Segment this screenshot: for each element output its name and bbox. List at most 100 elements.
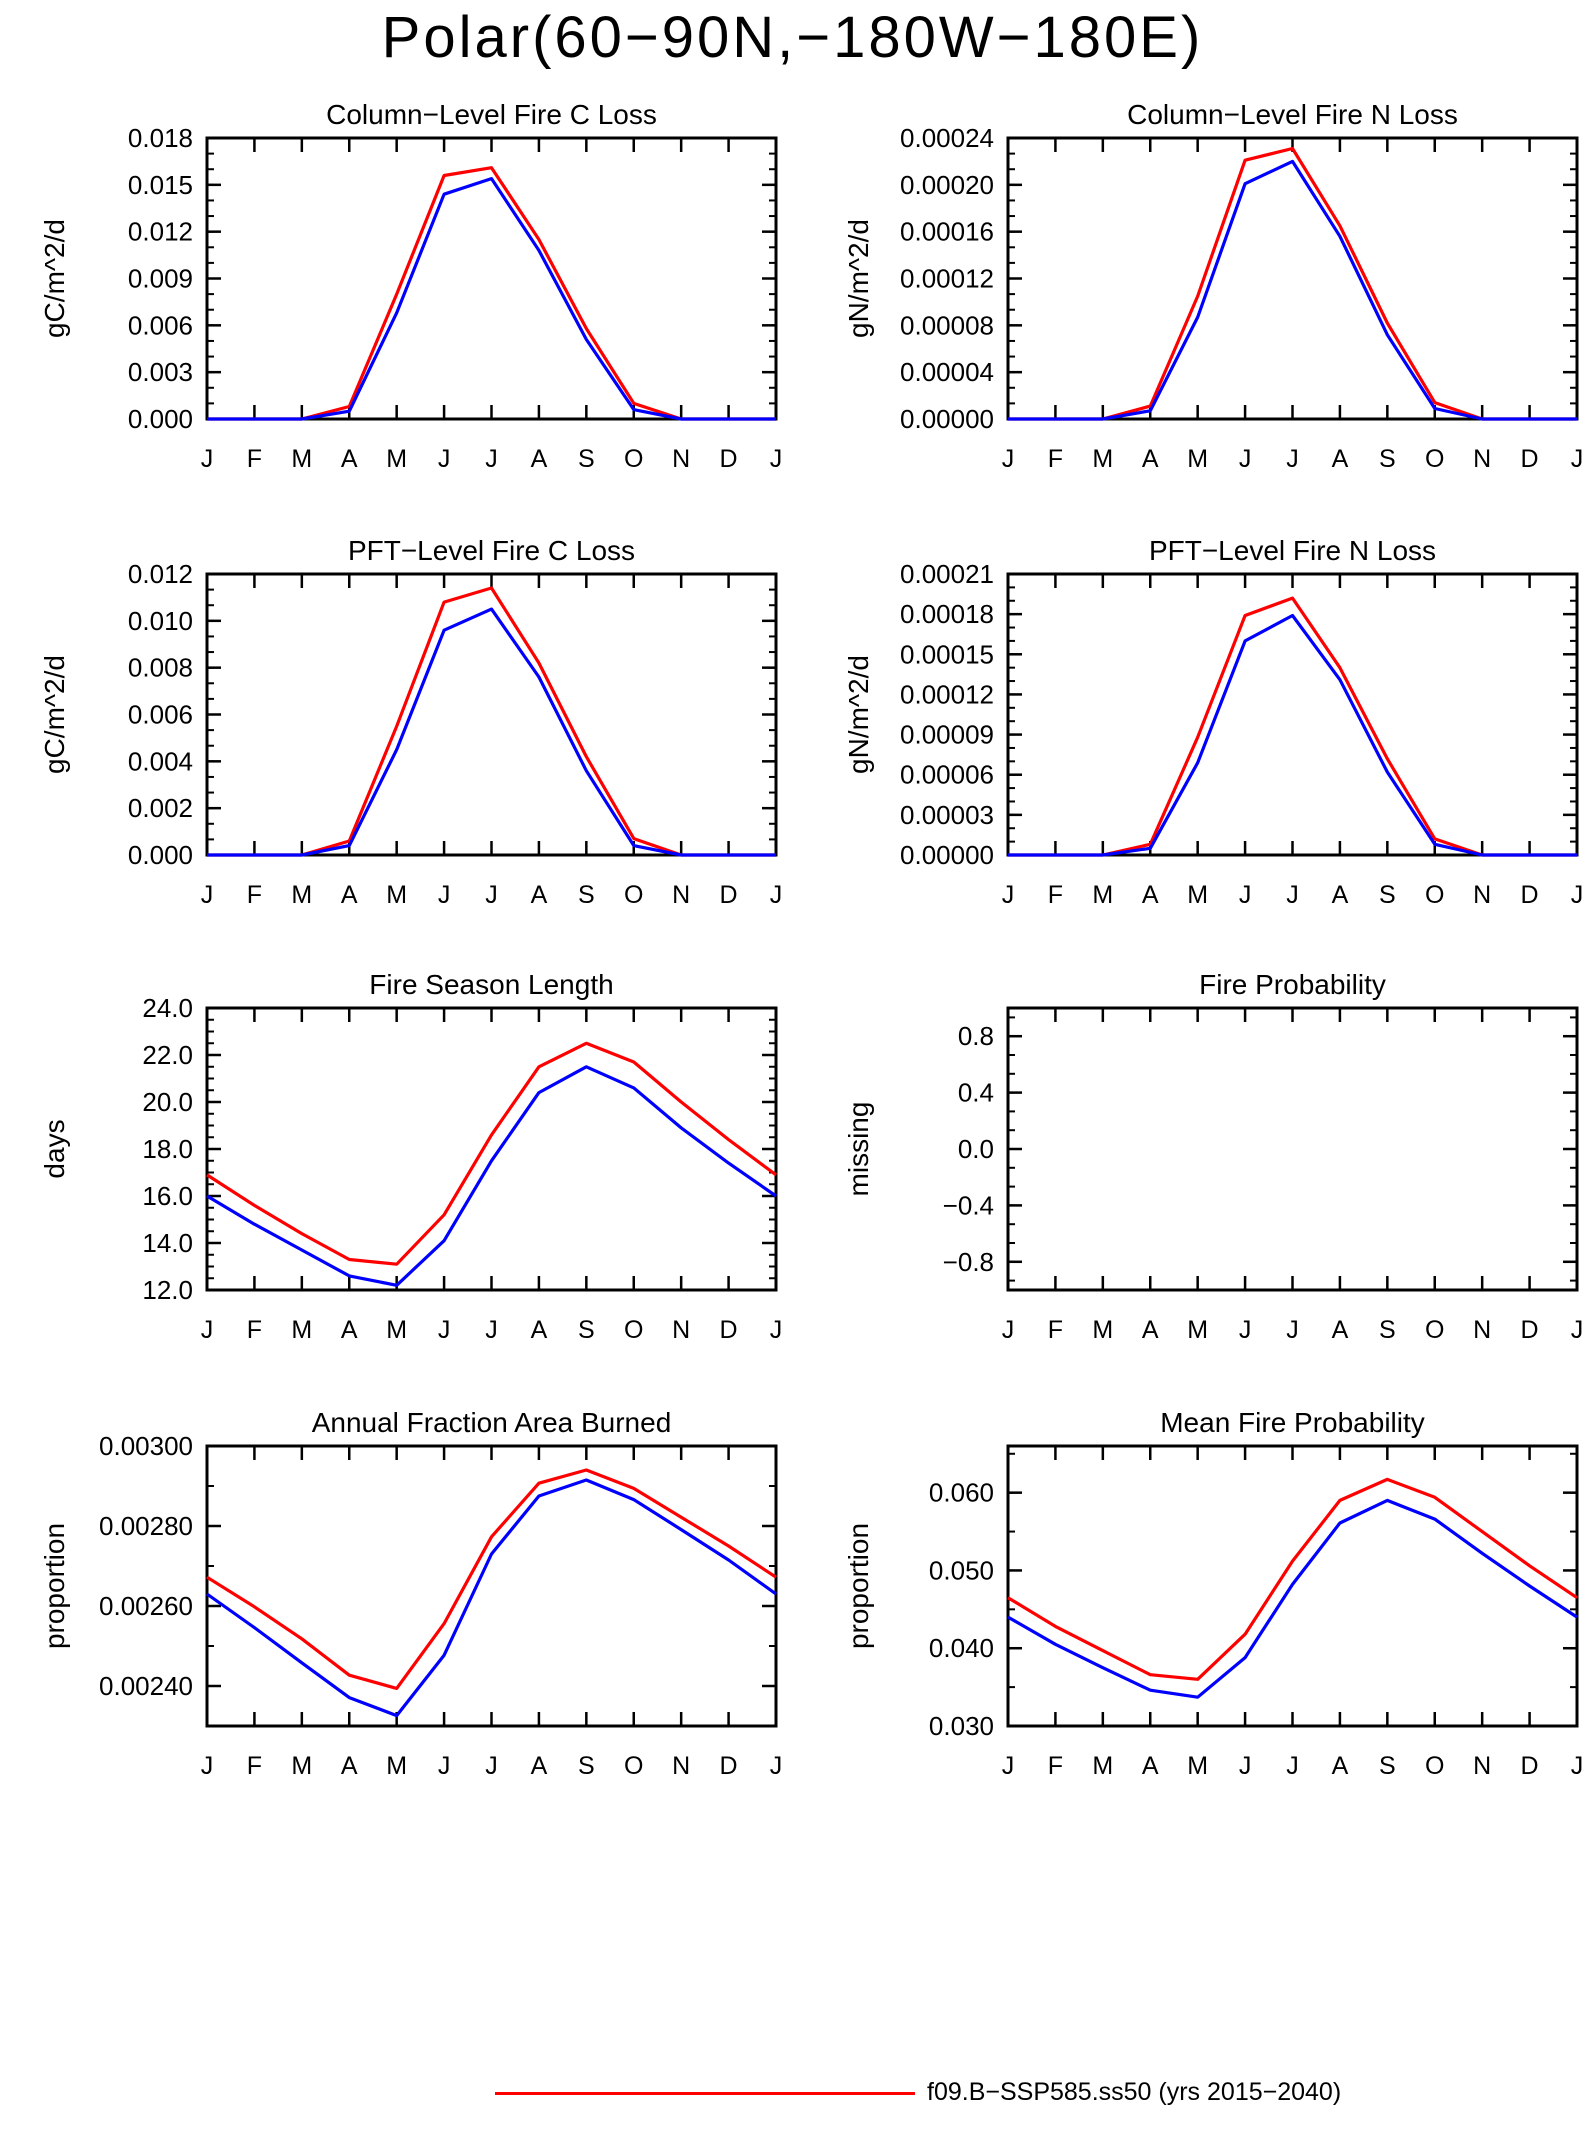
x-tick-label: J xyxy=(485,1752,498,1780)
series-line-red xyxy=(1008,596,1577,857)
chart-panel-2: J F M A M J J A S O N D J0.000000.000040.000080.0001… xyxy=(843,99,1583,473)
x-tick-label: A xyxy=(1142,881,1159,909)
x-tick-label: J xyxy=(201,1752,214,1780)
x-tick-label: A xyxy=(531,445,548,473)
x-tick-label: O xyxy=(1425,1316,1444,1344)
y-tick-label: 0.002 xyxy=(128,793,193,823)
series-line-blue xyxy=(1008,613,1577,857)
chart-title: Fire Season Length xyxy=(369,969,613,1000)
x-tick-label: J xyxy=(1571,1752,1584,1780)
y-tick-label: 22.0 xyxy=(142,1040,193,1070)
x-tick-label: J xyxy=(438,881,451,909)
plot-frame xyxy=(205,1006,778,1292)
x-tick-label: N xyxy=(672,1752,690,1780)
x-tick-label: M xyxy=(1092,1316,1113,1344)
y-tick-label: 0.00009 xyxy=(900,720,994,750)
x-tick-label: A xyxy=(341,881,358,909)
y-tick-label: 0.00021 xyxy=(900,559,994,589)
x-tick-label: N xyxy=(1473,445,1491,473)
y-tick-label: 0.008 xyxy=(128,653,193,683)
x-tick-label: S xyxy=(1379,1752,1396,1780)
x-tick-label: O xyxy=(624,445,643,473)
y-tick-label: 0.006 xyxy=(128,310,193,340)
y-tick-label: 0.00012 xyxy=(900,264,994,294)
x-tick-label: A xyxy=(1142,445,1159,473)
series-line-blue xyxy=(207,607,776,857)
x-tick-label: J xyxy=(1239,1316,1252,1344)
y-tick-label: 0.030 xyxy=(929,1711,994,1741)
x-tick-label: J xyxy=(1286,445,1299,473)
x-tick-label: D xyxy=(720,1752,738,1780)
x-tick-label: J xyxy=(770,1752,783,1780)
y-tick-label: 0.010 xyxy=(128,606,193,636)
legend-line-red xyxy=(495,2092,915,2095)
y-axis-label: missing xyxy=(843,1102,874,1197)
y-tick-label: 0.00000 xyxy=(900,840,994,870)
series-line-blue xyxy=(207,177,776,421)
x-tick-label: M xyxy=(386,1316,407,1344)
y-tick-label: 18.0 xyxy=(142,1134,193,1164)
y-tick-label: 0.003 xyxy=(128,357,193,387)
x-tick-label: A xyxy=(531,1316,548,1344)
series-line-red xyxy=(207,166,776,421)
chart-panel-4: J F M A M J J A S O N D J0.000000.000030.000060.0000… xyxy=(843,535,1583,909)
x-tick-label: A xyxy=(531,881,548,909)
series-line-red xyxy=(207,586,776,857)
y-tick-label: 12.0 xyxy=(142,1275,193,1305)
y-tick-label: 0.040 xyxy=(929,1633,994,1663)
y-tick-label: 0.006 xyxy=(128,700,193,730)
x-tick-label: M xyxy=(291,1316,312,1344)
x-tick-label: J xyxy=(485,881,498,909)
y-tick-label: 0.00280 xyxy=(99,1511,193,1541)
series-line-blue xyxy=(1007,1498,1578,1699)
y-tick-label: 0.00020 xyxy=(900,170,994,200)
y-axis-label: gC/m^2/d xyxy=(39,219,70,338)
x-tick-label: A xyxy=(341,445,358,473)
x-tick-label: J xyxy=(1002,1752,1015,1780)
x-tick-label: M xyxy=(1092,445,1113,473)
y-tick-label: 0.00024 xyxy=(900,123,994,153)
x-tick-label: M xyxy=(1187,881,1208,909)
x-tick-label: A xyxy=(1332,1752,1349,1780)
x-tick-label: J xyxy=(1286,1316,1299,1344)
x-tick-label: J xyxy=(1571,445,1584,473)
x-tick-label: J xyxy=(438,1316,451,1344)
y-tick-label: 0.00003 xyxy=(900,800,994,830)
y-tick-label: 0.00015 xyxy=(900,639,994,669)
x-tick-label: J xyxy=(1571,1316,1584,1344)
x-tick-label: M xyxy=(386,1752,407,1780)
x-tick-label: J xyxy=(1002,445,1015,473)
y-tick-label: 0.004 xyxy=(128,746,193,776)
x-tick-label: M xyxy=(1187,1316,1208,1344)
x-tick-label: J xyxy=(1239,1752,1252,1780)
chart-title: Mean Fire Probability xyxy=(1160,1407,1425,1438)
x-tick-label: J xyxy=(485,445,498,473)
series-line-blue xyxy=(206,1478,777,1718)
y-tick-label: 20.0 xyxy=(142,1087,193,1117)
x-tick-label: D xyxy=(720,445,738,473)
x-tick-label: M xyxy=(386,881,407,909)
y-tick-label: 0.4 xyxy=(958,1078,994,1108)
y-tick-label: 0.00008 xyxy=(900,310,994,340)
x-tick-label: O xyxy=(1425,881,1444,909)
x-tick-label: J xyxy=(1286,1752,1299,1780)
x-tick-label: D xyxy=(1521,1316,1539,1344)
chart-panel-7: J F M A M J J A S O N D J0.002400.002600.002800.0030… xyxy=(39,1407,782,1780)
x-tick-label: F xyxy=(1048,881,1063,909)
x-tick-label: J xyxy=(1286,881,1299,909)
x-tick-label: A xyxy=(1332,445,1349,473)
x-tick-label: D xyxy=(1521,1752,1539,1780)
y-tick-label: 0.000 xyxy=(128,840,193,870)
y-axis-label: gC/m^2/d xyxy=(39,655,70,774)
x-tick-label: N xyxy=(672,445,690,473)
x-tick-label: N xyxy=(1473,1752,1491,1780)
x-tick-label: F xyxy=(1048,445,1063,473)
x-tick-label: N xyxy=(672,881,690,909)
y-tick-label: 0.00004 xyxy=(900,357,994,387)
x-tick-label: J xyxy=(438,1752,451,1780)
y-tick-label: 0.00012 xyxy=(900,679,994,709)
y-tick-label: 0.009 xyxy=(128,264,193,294)
x-tick-label: A xyxy=(1332,1316,1349,1344)
x-tick-label: O xyxy=(624,1316,643,1344)
